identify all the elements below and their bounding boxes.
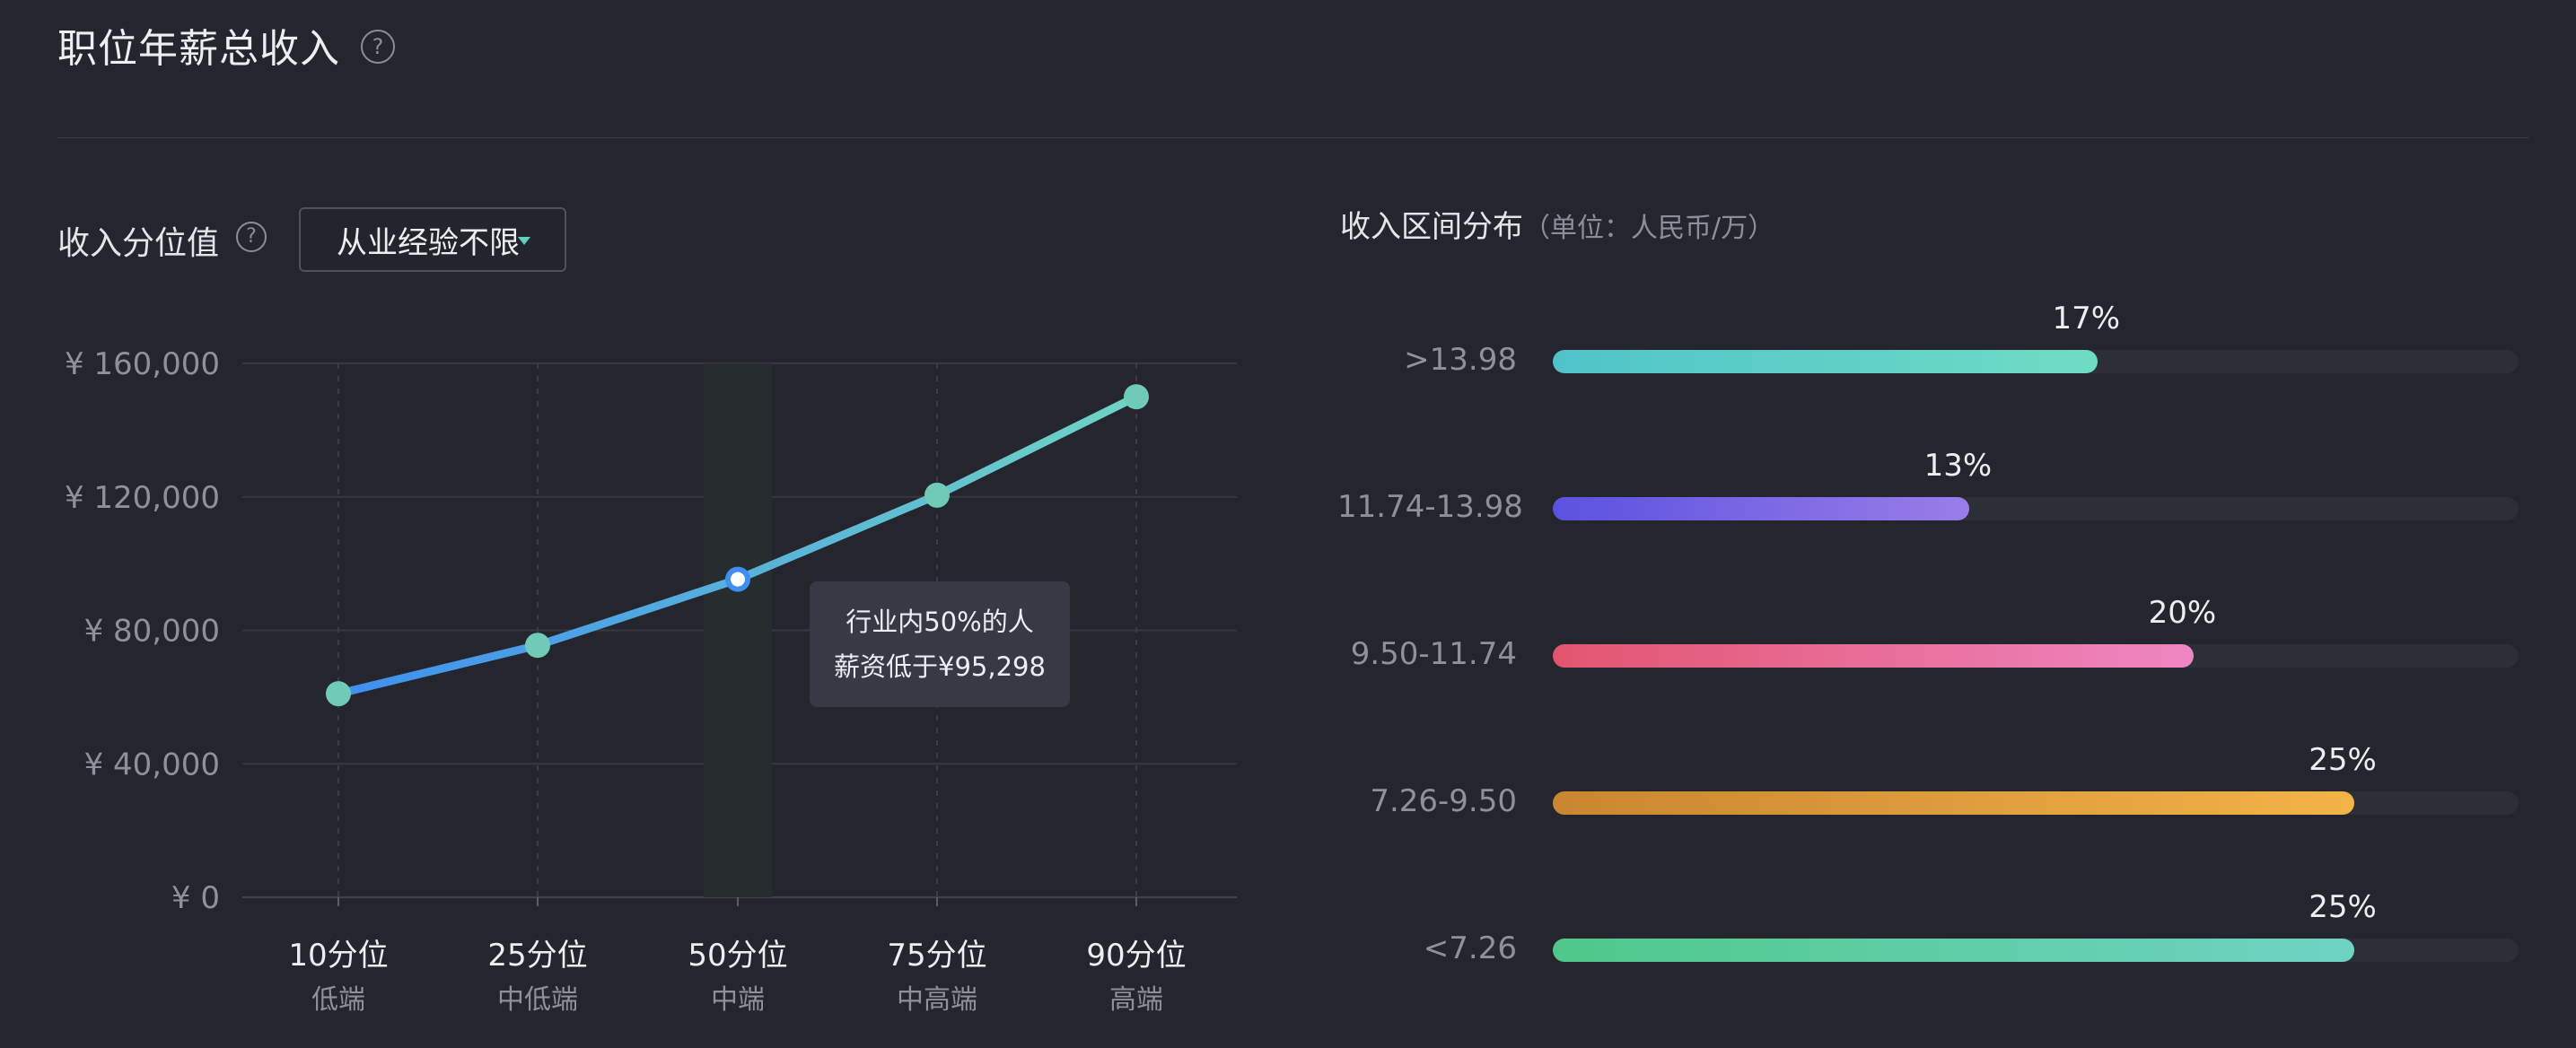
x-sublabel: 中端 [711, 984, 765, 1016]
y-tick-label: ¥ 120,000 [65, 480, 220, 516]
bar-value-label: 25% [2309, 742, 2377, 778]
bar-track [1553, 350, 2519, 373]
bar-value-label: 13% [1923, 448, 1993, 484]
data-point-active-inner [731, 572, 745, 587]
y-tick-label: ¥ 160,000 [65, 346, 220, 382]
data-point[interactable] [1124, 384, 1149, 410]
header-divider [57, 137, 2529, 138]
percentile-line-chart: ¥ 0 ¥ 40,000 ¥ 80,000 ¥ 120,000 ¥ 160,000 10… [65, 346, 1237, 1016]
data-point[interactable] [924, 482, 950, 508]
bar-fill[interactable] [1553, 350, 2098, 373]
bar-track [1553, 644, 2519, 668]
y-tick-label: ¥ 40,000 [84, 747, 220, 782]
x-tick-label: 75分位 [887, 938, 986, 974]
bar-category-label: >13.98 [1404, 342, 1517, 378]
x-tick-label: 90分位 [1086, 938, 1186, 974]
bar-value-label: 17% [2052, 301, 2121, 336]
experience-dropdown-value: 从业经验不限 [337, 224, 520, 261]
bar-category-label: 9.50-11.74 [1350, 636, 1517, 672]
bar-fill[interactable] [1553, 791, 2354, 815]
x-sublabel: 低端 [311, 984, 365, 1016]
distribution-title: 收入区间分布 [1340, 209, 1523, 245]
x-tick-label: 25分位 [487, 938, 587, 974]
page-title: 职位年薪总收入 [57, 26, 340, 72]
distribution-section-label: 收入区间分布（单位：人民币/万） [1340, 202, 1774, 246]
distribution-unit: （单位：人民币/万） [1523, 213, 1775, 244]
x-sublabel: 高端 [1109, 984, 1163, 1016]
help-icon[interactable]: ? [361, 30, 395, 64]
bar-value-label: 25% [2309, 889, 2377, 925]
x-tick-label: 10分位 [288, 938, 388, 974]
tooltip-line-1: 行业内50%的人 [846, 607, 1034, 637]
x-tick-label: 50分位 [688, 938, 787, 974]
percentile-help-icon[interactable]: ? [236, 222, 267, 252]
bar-track [1553, 497, 2519, 520]
x-sublabel: 中低端 [497, 984, 578, 1016]
y-tick-label: ¥ 80,000 [84, 614, 220, 650]
bar-category-label: 7.26-9.50 [1370, 783, 1517, 819]
data-point[interactable] [326, 681, 351, 707]
tooltip-line-2: 薪资低于¥95,298 [834, 651, 1046, 682]
experience-dropdown[interactable]: 从业经验不限 [299, 207, 566, 272]
x-sublabel: 中高端 [897, 984, 977, 1016]
bar-fill[interactable] [1553, 939, 2354, 962]
bar-value-label: 20% [2148, 595, 2217, 631]
bar-fill[interactable] [1553, 644, 2195, 668]
bar-track [1553, 791, 2519, 815]
data-point[interactable] [525, 633, 550, 659]
highlight-band [704, 363, 772, 897]
bar-fill[interactable] [1553, 497, 1970, 520]
caret-down-icon [518, 237, 530, 245]
bar-category-label: 11.74-13.98 [1337, 489, 1523, 525]
bar-track [1553, 939, 2519, 962]
percentile-section-label: 收入分位值 [57, 225, 220, 262]
chart-tooltip: 行业内50%的人 薪资低于¥95,298 [810, 581, 1070, 707]
y-tick-label: ¥ 0 [171, 880, 220, 916]
bar-category-label: <7.26 [1423, 930, 1517, 966]
